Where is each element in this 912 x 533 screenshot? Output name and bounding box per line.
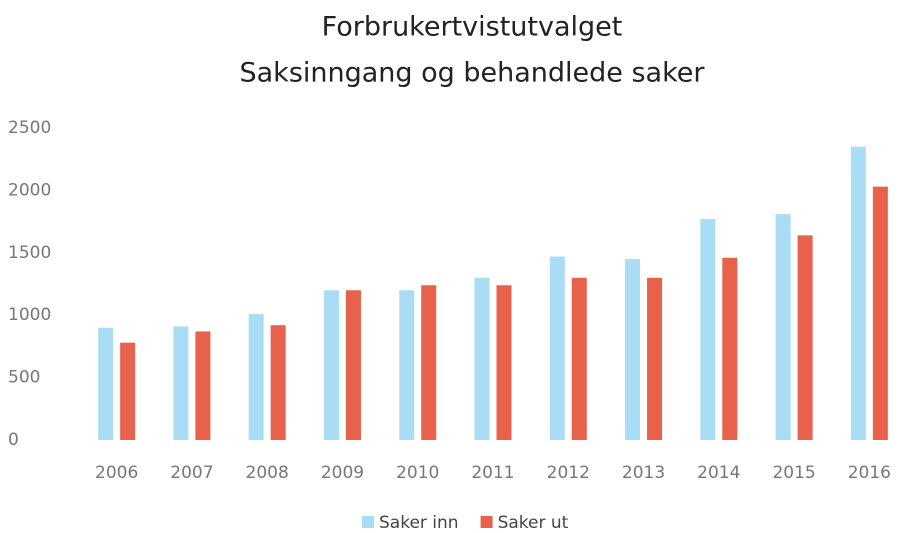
bar: [421, 285, 437, 440]
x-tick-label: 2014: [697, 463, 740, 483]
y-tick-label: 2500: [8, 118, 51, 138]
bar: [248, 313, 264, 440]
bar: [345, 290, 361, 440]
bar: [722, 257, 738, 440]
y-tick-label: 500: [8, 368, 40, 388]
bar: [647, 277, 663, 440]
x-tick-label: 2015: [772, 463, 815, 483]
y-tick-label: 0: [8, 430, 19, 450]
bar: [173, 326, 189, 440]
bar: [571, 277, 587, 440]
x-tick-label: 2009: [321, 463, 364, 483]
bar: [872, 186, 888, 440]
x-tick-label: 2010: [396, 463, 439, 483]
bar: [270, 325, 286, 440]
bar: [549, 256, 565, 440]
legend-swatch: [362, 516, 374, 528]
bar: [496, 285, 512, 440]
bar: [323, 290, 339, 440]
x-tick-label: 2007: [170, 463, 213, 483]
chart-subtitle: Saksinngang og behandlede saker: [240, 58, 706, 89]
legend-label: Saker ut: [498, 513, 569, 533]
legend-label: Saker inn: [379, 513, 459, 533]
x-tick-label: 2011: [471, 463, 514, 483]
chart-title: Forbrukertvistutvalget: [322, 12, 623, 43]
x-tick-label: 2013: [622, 463, 665, 483]
bar: [797, 235, 813, 440]
x-tick-label: 2016: [848, 463, 891, 483]
x-tick-label: 2008: [246, 463, 289, 483]
bar: [195, 331, 211, 440]
y-tick-label: 2000: [8, 180, 51, 200]
y-tick-label: 1500: [8, 243, 51, 263]
x-tick-label: 2012: [547, 463, 590, 483]
bar: [98, 327, 114, 440]
bar: [625, 259, 641, 440]
legend-swatch: [480, 516, 493, 528]
bar: [474, 277, 490, 440]
bar: [700, 219, 716, 440]
bar: [120, 342, 136, 440]
bar: [399, 290, 415, 440]
bar: [775, 214, 791, 440]
bar: [850, 146, 866, 440]
y-tick-label: 1000: [8, 305, 51, 325]
x-tick-label: 2006: [95, 463, 138, 483]
